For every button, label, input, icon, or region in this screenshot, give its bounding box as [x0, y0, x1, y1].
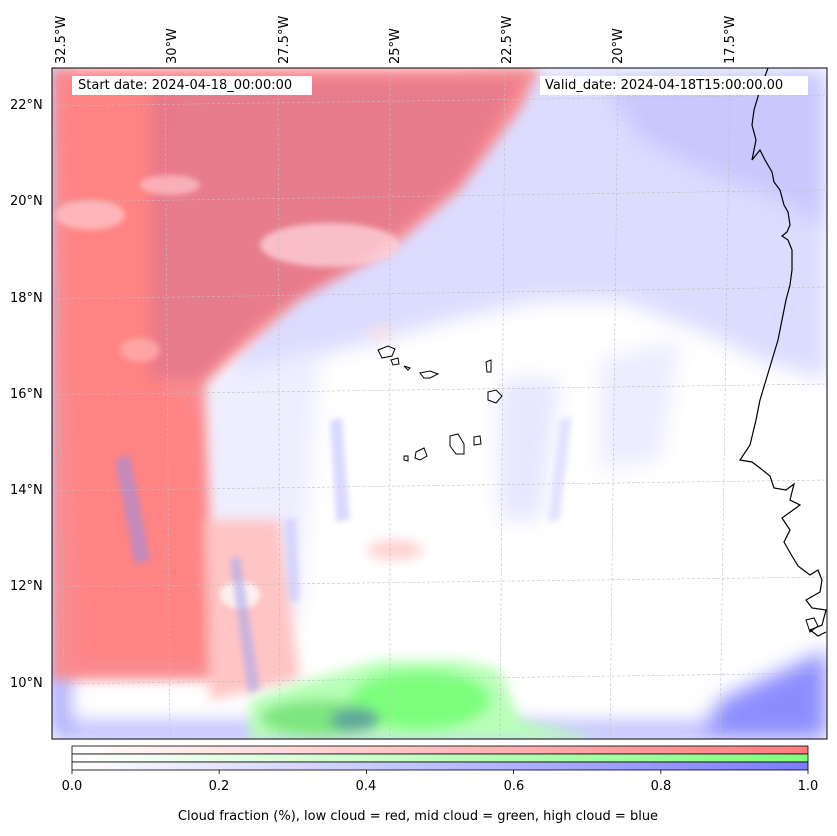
lon-label-27-5w: 27.5°W [277, 15, 292, 64]
africa-coastline [738, 68, 827, 637]
lat-label-18n: 18°N [10, 291, 43, 306]
high-cloud-streaks [115, 416, 572, 694]
lon-label-22-5w: 22.5°W [500, 15, 515, 64]
colorbar-tick-0-6: 0.6 [503, 779, 525, 794]
colorbar-tick-0-8: 0.8 [650, 779, 672, 794]
lon-label-25w: 25°W [388, 28, 403, 64]
colorbar-low-cloud-strip [71, 745, 809, 755]
valid-date-label: Valid_date: 2024-04-18T15:00:00.00 [545, 78, 784, 93]
map-area [52, 68, 827, 739]
island-small-1 [805, 617, 819, 633]
colorbar-tick-marks [71, 770, 809, 774]
lon-label-20w: 20°W [611, 28, 626, 64]
lon-label-17-5w: 17.5°W [723, 15, 738, 64]
low-cloud-gaps [55, 175, 400, 609]
cape-verde-islands [377, 345, 503, 462]
valid-date-box [540, 76, 808, 95]
lat-label-10n: 10°N [10, 676, 43, 691]
lat-label-20n: 20°N [10, 194, 43, 209]
colorbar-caption: Cloud fraction (%), low cloud = red, mid… [177, 809, 659, 824]
colorbar-tick-0-2: 0.2 [208, 779, 230, 794]
lat-label-16n: 16°N [10, 387, 43, 402]
high-cloud-layer [52, 68, 827, 739]
colorbar-high-cloud-strip [71, 761, 809, 771]
colorbar-mid-cloud-strip [71, 753, 809, 763]
start-date-label: Start date: 2024-04-18_00:00:00 [78, 78, 293, 93]
graticule [52, 68, 827, 739]
lon-label-30w: 30°W [165, 28, 180, 64]
colorbar-tick-1-0: 1.0 [797, 779, 819, 794]
colorbar-tick-0-4: 0.4 [355, 779, 377, 794]
lon-label-32-5w: 32.5°W [54, 15, 69, 64]
lat-label-22n: 22°N [10, 98, 43, 113]
start-date-box [72, 76, 312, 95]
map-frame [51, 67, 828, 740]
colorbar [71, 745, 809, 774]
lat-label-12n: 12°N [10, 579, 43, 594]
colorbar-tick-0-0: 0.0 [61, 779, 83, 794]
lat-label-14n: 14°N [10, 483, 43, 498]
